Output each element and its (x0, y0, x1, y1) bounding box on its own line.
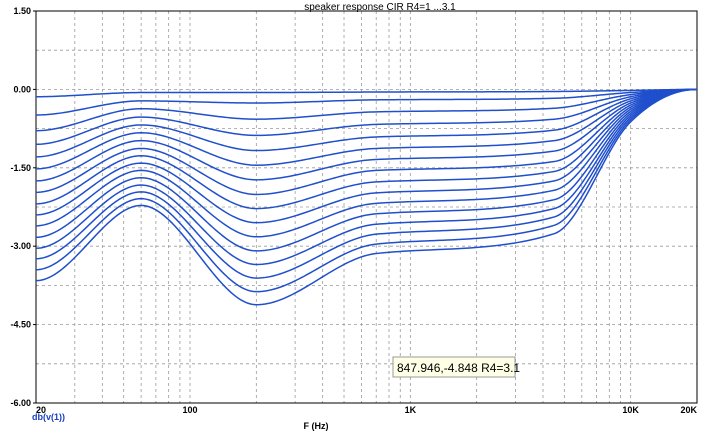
series-line-7 (35, 88, 698, 182)
x-tick-label: 10K (622, 405, 639, 415)
grid (35, 10, 698, 404)
y-tick-label: -1.50 (10, 163, 31, 173)
series-line-8 (35, 88, 698, 196)
series-line-16 (35, 88, 698, 306)
series-line-4 (35, 88, 698, 146)
y-tick-label: -4.50 (10, 320, 31, 330)
series-line-2 (35, 88, 697, 116)
series-group (35, 88, 698, 306)
series-line-1 (35, 88, 697, 98)
probe-label: db(v(1)) (32, 412, 65, 422)
plot-frame (35, 10, 698, 404)
series-line-5 (35, 88, 698, 158)
y-tick-label: -6.00 (10, 398, 31, 408)
series-line-14 (35, 88, 698, 279)
series-line-9 (35, 88, 698, 210)
x-tick-label: 20 (36, 405, 46, 415)
y-tick-label: -3.00 (10, 241, 31, 251)
series-line-11 (35, 88, 698, 238)
series-line-13 (35, 88, 698, 266)
chart-title: speaker response CIR R4=1 ...3.1 (304, 2, 456, 13)
series-line-6 (35, 88, 698, 170)
y-tick-label: 1.50 (13, 6, 31, 16)
x-tick-label: 1K (405, 405, 417, 415)
annotation-text: 847.946,-4.848 R4=3.1 (397, 361, 520, 375)
cursor-annotation: 847.946,-4.848 R4=3.1 (392, 356, 520, 378)
y-axis: 1.50 0.00 -1.50 -3.00 -4.50 -6.00 (10, 6, 36, 408)
annotation-box (392, 356, 516, 378)
x-axis-label: F (Hz) (304, 421, 329, 431)
series-line-3 (35, 88, 697, 132)
y-tick-label: 0.00 (13, 84, 31, 94)
series-line-15 (35, 88, 698, 293)
x-tick-label: 100 (182, 405, 197, 415)
series-line-12 (35, 88, 698, 252)
series-line-10 (35, 88, 698, 224)
x-axis: 20 100 1K 10K 20K (36, 405, 697, 415)
x-tick-label: 20K (680, 405, 697, 415)
